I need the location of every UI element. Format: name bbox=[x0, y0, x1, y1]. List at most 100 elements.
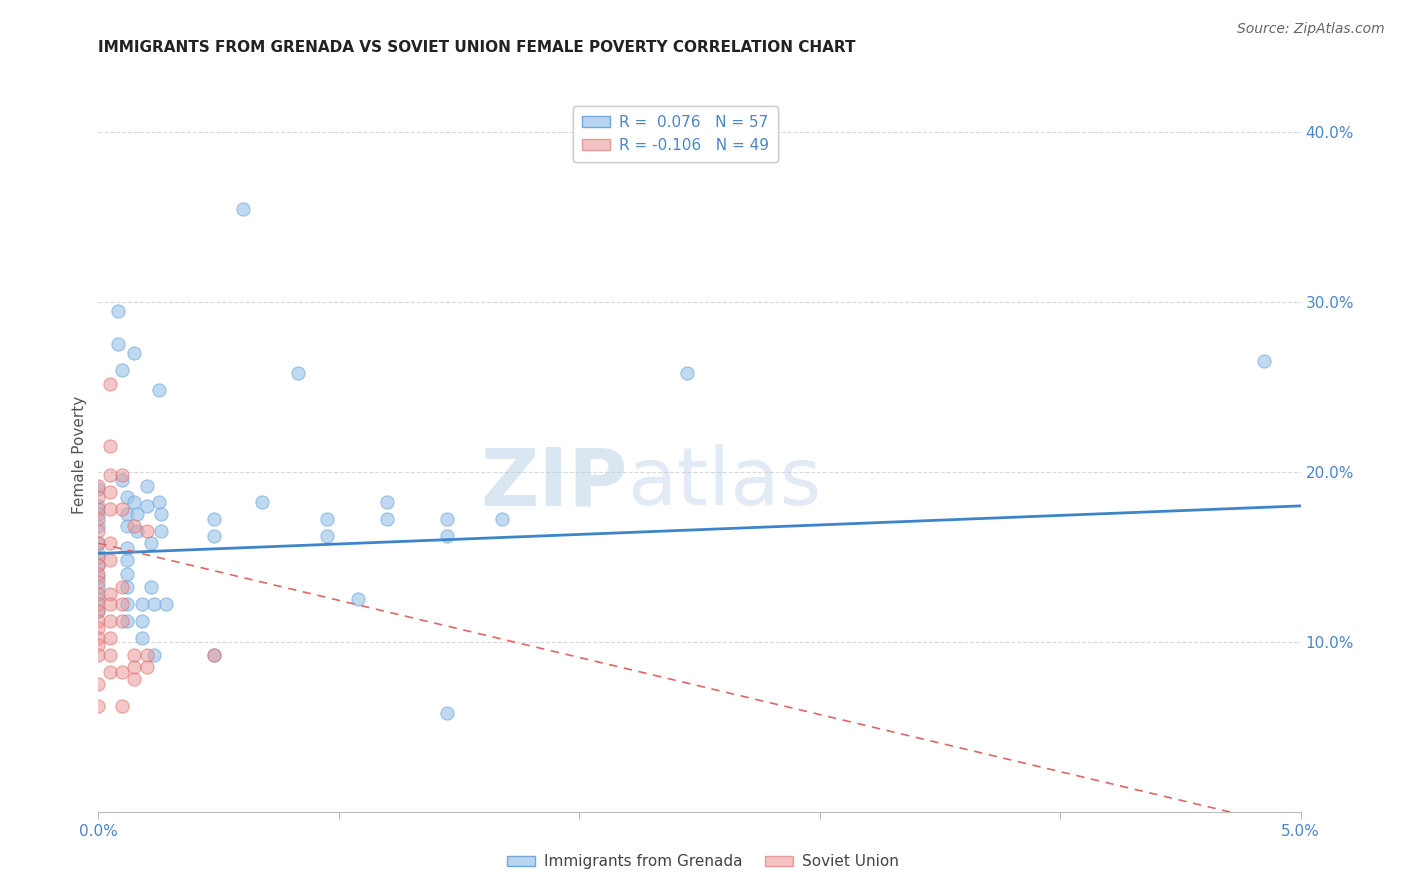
Point bbox=[87, 699, 110, 714]
Point bbox=[100, 468, 122, 483]
Point bbox=[107, 337, 129, 351]
Point bbox=[149, 524, 172, 539]
Point bbox=[87, 604, 110, 618]
Point bbox=[87, 502, 110, 516]
Point bbox=[111, 474, 134, 488]
Point bbox=[124, 672, 146, 686]
Point bbox=[125, 508, 148, 522]
Point bbox=[87, 604, 110, 618]
Point bbox=[117, 541, 139, 556]
Point bbox=[87, 648, 110, 663]
Point bbox=[87, 558, 110, 573]
Point bbox=[124, 660, 146, 674]
Point bbox=[375, 512, 398, 526]
Point bbox=[87, 581, 110, 595]
Point bbox=[142, 598, 165, 612]
Point bbox=[155, 598, 177, 612]
Text: atlas: atlas bbox=[627, 444, 821, 523]
Point bbox=[148, 384, 170, 398]
Point bbox=[100, 553, 122, 567]
Point bbox=[87, 499, 110, 513]
Point bbox=[232, 202, 254, 216]
Point bbox=[135, 478, 157, 492]
Point bbox=[111, 581, 134, 595]
Point bbox=[315, 529, 337, 543]
Point bbox=[87, 592, 110, 607]
Point bbox=[117, 581, 139, 595]
Point bbox=[124, 519, 146, 533]
Point bbox=[142, 648, 165, 663]
Point bbox=[100, 665, 122, 680]
Point bbox=[491, 512, 513, 526]
Point bbox=[125, 524, 148, 539]
Point bbox=[87, 615, 110, 629]
Point bbox=[87, 632, 110, 646]
Point bbox=[100, 598, 122, 612]
Point bbox=[87, 575, 110, 590]
Point bbox=[436, 512, 458, 526]
Point bbox=[141, 536, 163, 550]
Point bbox=[87, 546, 110, 560]
Point bbox=[117, 519, 139, 533]
Point bbox=[135, 648, 157, 663]
Point bbox=[347, 592, 370, 607]
Point bbox=[107, 303, 129, 318]
Point bbox=[135, 499, 157, 513]
Point bbox=[149, 508, 172, 522]
Point bbox=[124, 346, 146, 360]
Point bbox=[100, 502, 122, 516]
Point bbox=[87, 536, 110, 550]
Point bbox=[117, 553, 139, 567]
Point bbox=[87, 549, 110, 564]
Point bbox=[315, 512, 337, 526]
Point bbox=[135, 524, 157, 539]
Point bbox=[1253, 354, 1275, 368]
Point bbox=[100, 632, 122, 646]
Text: ZIP: ZIP bbox=[479, 444, 627, 523]
Text: Source: ZipAtlas.com: Source: ZipAtlas.com bbox=[1237, 22, 1385, 37]
Point bbox=[87, 587, 110, 601]
Point bbox=[87, 677, 110, 691]
Point bbox=[87, 536, 110, 550]
Point bbox=[436, 529, 458, 543]
Point bbox=[131, 615, 153, 629]
Point bbox=[202, 512, 225, 526]
Point bbox=[117, 615, 139, 629]
Point bbox=[100, 376, 122, 391]
Point bbox=[117, 566, 139, 581]
Point bbox=[141, 581, 163, 595]
Point bbox=[131, 598, 153, 612]
Point bbox=[100, 587, 122, 601]
Point bbox=[135, 660, 157, 674]
Point bbox=[87, 598, 110, 612]
Point bbox=[87, 508, 110, 522]
Point bbox=[111, 699, 134, 714]
Point bbox=[117, 508, 139, 522]
Point bbox=[111, 502, 134, 516]
Point bbox=[148, 495, 170, 509]
Point bbox=[117, 491, 139, 505]
Point bbox=[100, 536, 122, 550]
Point bbox=[87, 621, 110, 635]
Point bbox=[124, 648, 146, 663]
Point bbox=[124, 495, 146, 509]
Point bbox=[111, 665, 134, 680]
Point bbox=[375, 495, 398, 509]
Point bbox=[202, 529, 225, 543]
Point bbox=[131, 632, 153, 646]
Point bbox=[287, 367, 309, 381]
Point bbox=[111, 468, 134, 483]
Point bbox=[87, 558, 110, 573]
Point bbox=[117, 598, 139, 612]
Point bbox=[87, 478, 110, 492]
Y-axis label: Female Poverty: Female Poverty bbox=[72, 396, 87, 514]
Point bbox=[250, 495, 273, 509]
Point bbox=[100, 439, 122, 453]
Point bbox=[87, 519, 110, 533]
Point bbox=[87, 638, 110, 652]
Legend: R =  0.076   N = 57, R = -0.106   N = 49: R = 0.076 N = 57, R = -0.106 N = 49 bbox=[572, 106, 778, 161]
Point bbox=[87, 570, 110, 584]
Point bbox=[202, 648, 225, 663]
Point bbox=[676, 367, 699, 381]
Point bbox=[436, 706, 458, 721]
